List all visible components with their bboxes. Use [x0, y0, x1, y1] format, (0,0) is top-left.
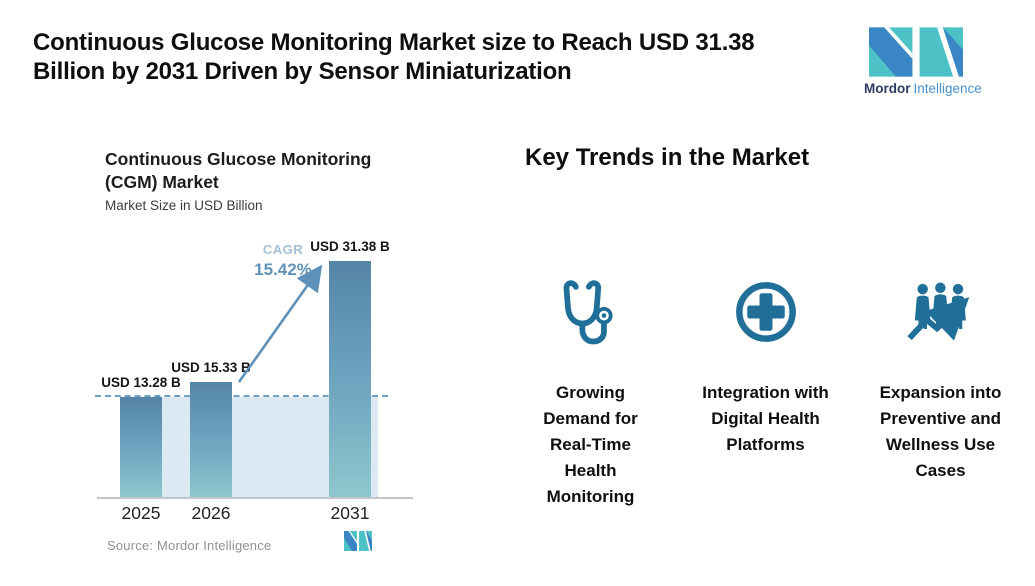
brand-logo: Mordor Intelligence	[864, 27, 982, 96]
bar-chart-plot: USD 13.28 B USD 15.33 B USD 31.38 B CAGR…	[95, 239, 413, 523]
mordor-intelligence-logo-icon	[869, 27, 963, 77]
medical-cross-icon	[735, 282, 796, 342]
page-title: Continuous Glucose Monitoring Market siz…	[33, 28, 843, 86]
x-axis-line	[97, 497, 413, 499]
trends-row: Growing Demand for Real-Time Health Moni…	[503, 276, 1028, 510]
chart-bar	[120, 397, 162, 497]
x-axis-tick-label: 2025	[121, 503, 161, 523]
bar-value-label: USD 31.38 B	[310, 239, 390, 254]
cagr-label: CAGR	[262, 242, 304, 257]
source-note: Source: Mordor Intelligence	[107, 538, 272, 553]
cagr-annotation: CAGR 15.42%	[247, 242, 319, 280]
mordor-intelligence-mini-logo-icon	[344, 531, 372, 551]
people-growth-arrow-icon	[906, 282, 969, 341]
bar-value-label: USD 13.28 B	[101, 375, 181, 390]
growth-arrow-icon	[237, 264, 323, 383]
trend-item-wellness-expansion: Expansion into Preventive and Wellness U…	[853, 276, 1028, 510]
chart-bar	[329, 261, 371, 497]
x-axis-tick-label: 2026	[191, 503, 231, 523]
brand-wordmark: Mordor Intelligence	[864, 81, 982, 96]
bar-value-label: USD 15.33 B	[171, 360, 251, 375]
trends-heading: Key Trends in the Market	[525, 144, 810, 171]
chart-subtitle: Market Size in USD Billion	[105, 198, 263, 213]
chart-title-line-1: Continuous Glucose Monitoring	[105, 149, 372, 169]
brand-name-bold: Mordor	[864, 81, 911, 96]
x-axis-tick-label: 2031	[330, 503, 370, 523]
trend-item-digital-health: Integration with Digital Health Platform…	[678, 276, 853, 510]
trend-label: Growing Demand for Real-Time Health Moni…	[543, 383, 638, 506]
chart-title: Continuous Glucose Monitoring (CGM) Mark…	[105, 148, 371, 194]
page-title-line-1: Continuous Glucose Monitoring Market siz…	[33, 29, 755, 56]
chart-title-line-2: (CGM) Market	[105, 172, 219, 192]
chart-header: Continuous Glucose Monitoring (CGM) Mark…	[105, 148, 371, 213]
trend-item-real-time-monitoring: Growing Demand for Real-Time Health Moni…	[503, 276, 678, 510]
chart-bar	[190, 382, 232, 497]
trend-label: Integration with Digital Health Platform…	[702, 383, 829, 454]
dashed-reference-line	[95, 395, 388, 397]
stethoscope-icon	[563, 280, 613, 345]
brand-name-light: Intelligence	[913, 81, 982, 96]
trend-label: Expansion into Preventive and Wellness U…	[879, 383, 1002, 480]
page-title-line-2: Billion by 2031 Driven by Sensor Miniatu…	[33, 58, 572, 85]
cagr-value: 15.42%	[254, 259, 312, 279]
